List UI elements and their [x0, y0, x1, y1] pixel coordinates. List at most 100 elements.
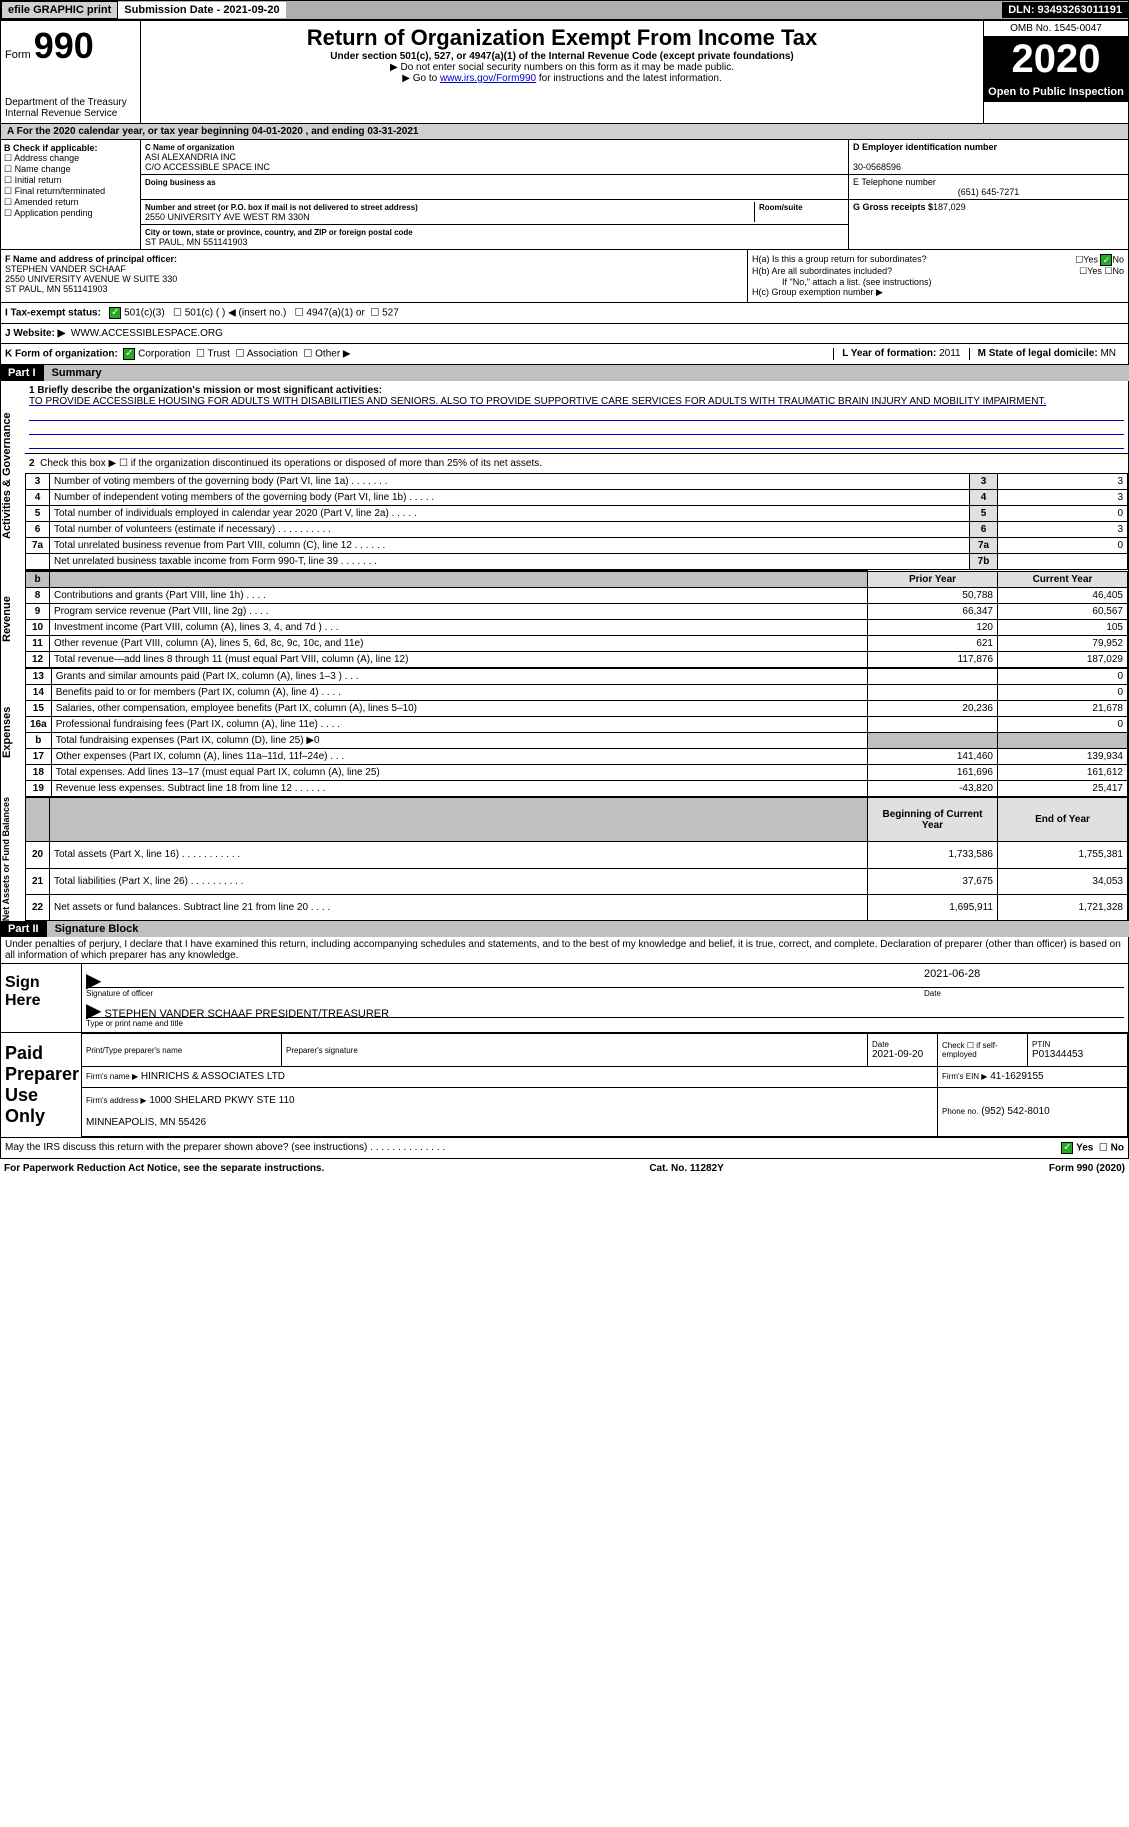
line-num: 5: [26, 506, 50, 522]
form-header: Form 990 Department of the Treasury Inte…: [0, 20, 1129, 124]
mission-text: TO PROVIDE ACCESSIBLE HOUSING FOR ADULTS…: [29, 396, 1046, 407]
phone-label: E Telephone number: [853, 177, 936, 187]
line-num: 10: [26, 620, 50, 636]
hb-answer: ☐Yes ☐No: [1079, 266, 1124, 277]
line-num: 8: [26, 588, 50, 604]
prior-val: 161,696: [868, 765, 998, 781]
cb-name-change[interactable]: ☐ Name change: [4, 164, 137, 175]
governance-label: Activities & Governance: [1, 381, 25, 570]
boy-header: Beginning of Current Year: [868, 798, 998, 842]
current-val: 46,405: [998, 588, 1128, 604]
gross-label: G Gross receipts $: [853, 202, 933, 212]
sig-officer-label: Signature of officer: [86, 989, 924, 998]
line-desc: Total revenue—add lines 8 through 11 (mu…: [50, 652, 868, 668]
city-label: City or town, state or province, country…: [145, 228, 413, 237]
line-desc: Total number of volunteers (estimate if …: [50, 522, 970, 538]
street-address: 2550 UNIVERSITY AVE WEST RM 330N: [145, 212, 310, 222]
expenses-table: 13Grants and similar amounts paid (Part …: [25, 668, 1128, 797]
current-val: 139,934: [998, 749, 1128, 765]
line-desc: Total number of individuals employed in …: [50, 506, 970, 522]
prep-date-label: Date: [872, 1040, 933, 1049]
hc-label: H(c) Group exemption number ▶: [752, 287, 1124, 298]
firm-addr-label: Firm's address ▶: [86, 1096, 147, 1105]
line-num: 9: [26, 604, 50, 620]
footer: For Paperwork Reduction Act Notice, see …: [0, 1159, 1129, 1178]
cb-application-pending[interactable]: ☐ Application pending: [4, 208, 137, 219]
may-irs-text: May the IRS discuss this return with the…: [5, 1142, 445, 1154]
prep-sig-label: Preparer's signature: [286, 1046, 863, 1055]
line-desc: Number of independent voting members of …: [50, 490, 970, 506]
efile-button[interactable]: efile GRAPHIC print: [1, 1, 118, 19]
line-num: 13: [26, 669, 52, 685]
note-1: ▶ Do not enter social security numbers o…: [145, 62, 979, 73]
form-title: Return of Organization Exempt From Incom…: [145, 25, 979, 51]
opt-corp: Corporation: [138, 349, 190, 360]
opt-other: Other ▶: [315, 349, 350, 360]
prior-val: 66,347: [868, 604, 998, 620]
hb-note: If "No," attach a list. (see instruction…: [752, 277, 1124, 287]
ptin: P01344453: [1032, 1049, 1083, 1060]
sig-date: 2021-06-28: [924, 968, 1124, 988]
line-desc: Other expenses (Part IX, column (A), lin…: [51, 749, 867, 765]
prep-name-label: Print/Type preparer's name: [86, 1046, 277, 1055]
cb-final-return[interactable]: ☐ Final return/terminated: [4, 186, 137, 197]
line2: Check this box ▶ ☐ if the organization d…: [40, 458, 542, 469]
opt-assoc: Association: [247, 349, 298, 360]
firm-ein: 41-1629155: [990, 1071, 1043, 1082]
form990-link[interactable]: www.irs.gov/Form990: [440, 73, 536, 84]
current-val: 60,567: [998, 604, 1128, 620]
current-val: 25,417: [998, 781, 1128, 797]
cb-initial-return[interactable]: ☐ Initial return: [4, 175, 137, 186]
part2-title: Signature Block: [47, 921, 1129, 937]
firm-phone-label: Phone no.: [942, 1107, 978, 1116]
eoy-val: 34,053: [998, 868, 1128, 894]
row-k: K Form of organization: ✓ Corporation ☐ …: [0, 344, 1129, 365]
phone: (651) 645-7271: [853, 187, 1124, 197]
line-num: 22: [26, 894, 50, 920]
omb-number: OMB No. 1545-0047: [984, 21, 1128, 37]
prior-year-header: Prior Year: [868, 571, 998, 588]
prior-val: 117,876: [868, 652, 998, 668]
dba-label: Doing business as: [145, 178, 216, 187]
eoy-val: 1,721,328: [998, 894, 1128, 920]
org-name: ASI ALEXANDRIA INC C/O ACCESSIBLE SPACE …: [145, 152, 270, 172]
footer-right: Form 990 (2020): [1049, 1163, 1125, 1174]
officer-name: STEPHEN VANDER SCHAAF: [5, 264, 126, 274]
prior-val: 50,788: [868, 588, 998, 604]
expenses-section: Expenses 13Grants and similar amounts pa…: [0, 668, 1129, 797]
open-public: Open to Public Inspection: [984, 82, 1128, 102]
opt-4947: 4947(a)(1) or: [306, 308, 364, 319]
paid-label: Paid Preparer Use Only: [1, 1033, 81, 1137]
form-subtitle: Under section 501(c), 527, or 4947(a)(1)…: [145, 51, 979, 62]
boy-val: 37,675: [868, 868, 998, 894]
paid-table: Print/Type preparer's name Preparer's si…: [81, 1033, 1128, 1137]
line-num: 3: [26, 474, 50, 490]
cb-501c3[interactable]: ✓: [109, 307, 121, 319]
line-box: 7a: [970, 538, 998, 554]
sig-date-label: Date: [924, 989, 1124, 998]
firm-phone: (952) 542-8010: [981, 1106, 1049, 1117]
current-val: 0: [998, 717, 1128, 733]
net-table: Beginning of Current YearEnd of Year 20T…: [25, 797, 1128, 921]
footer-left: For Paperwork Reduction Act Notice, see …: [4, 1163, 324, 1174]
note2-post: for instructions and the latest informat…: [536, 73, 722, 84]
cb-amended[interactable]: ☐ Amended return: [4, 197, 137, 208]
current-year-header: Current Year: [998, 571, 1128, 588]
line-num: 11: [26, 636, 50, 652]
ha-label: H(a) Is this a group return for subordin…: [752, 254, 927, 266]
col-b-header: B Check if applicable:: [4, 143, 137, 153]
hb-label: H(b) Are all subordinates included?: [752, 266, 892, 277]
part1-title: Summary: [44, 365, 1129, 381]
ha-answer: ☐Yes ✓No: [1075, 254, 1124, 266]
line-box: 5: [970, 506, 998, 522]
part1-label: Part I: [0, 365, 44, 381]
cb-corp[interactable]: ✓: [123, 348, 135, 360]
line-num: 15: [26, 701, 52, 717]
line-desc: Salaries, other compensation, employee b…: [51, 701, 867, 717]
line-desc: Total fundraising expenses (Part IX, col…: [51, 733, 867, 749]
declaration: Under penalties of perjury, I declare th…: [0, 937, 1129, 963]
department: Department of the Treasury Internal Reve…: [5, 97, 136, 119]
line-num: 16a: [26, 717, 52, 733]
cb-address-change[interactable]: ☐ Address change: [4, 153, 137, 164]
line-val: 3: [998, 474, 1128, 490]
